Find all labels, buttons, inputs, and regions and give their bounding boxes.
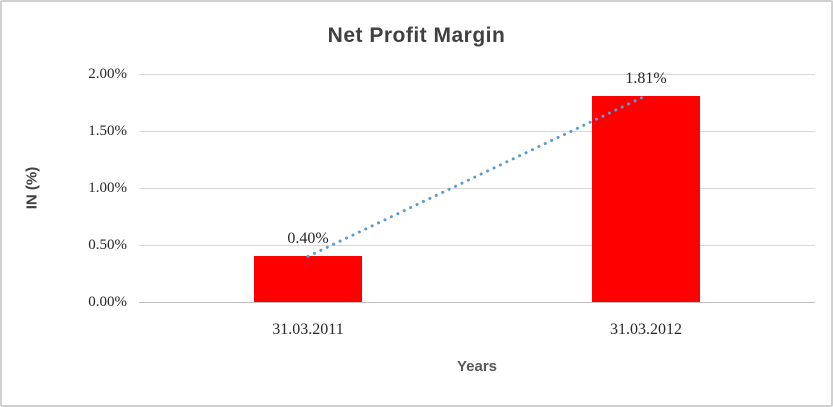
chart-title: Net Profit Margin [327,24,506,47]
y-axis-title: IN (%) [23,166,41,210]
x-axis-line [139,302,815,303]
x-axis-title: Years [456,358,498,375]
x-category-label: 31.03.2012 [610,321,682,338]
y-tick-label: 1.00% [88,180,127,196]
gridline [139,245,815,246]
y-tick-label: 2.00% [88,66,127,82]
plot-area: 0.40% 1.81% [139,70,815,303]
y-tick-label: 0.50% [88,237,127,253]
gridline [139,188,815,189]
data-label: 1.81% [625,70,667,87]
gridline [139,131,815,132]
data-label: 0.40% [287,230,329,247]
gridline [139,74,815,75]
y-tick-label: 0.00% [88,294,127,310]
bar-31.03.2011 [254,256,362,302]
y-tick-label: 1.50% [88,123,127,139]
x-category-label: 31.03.2011 [272,321,344,338]
bar-31.03.2012 [592,96,700,302]
